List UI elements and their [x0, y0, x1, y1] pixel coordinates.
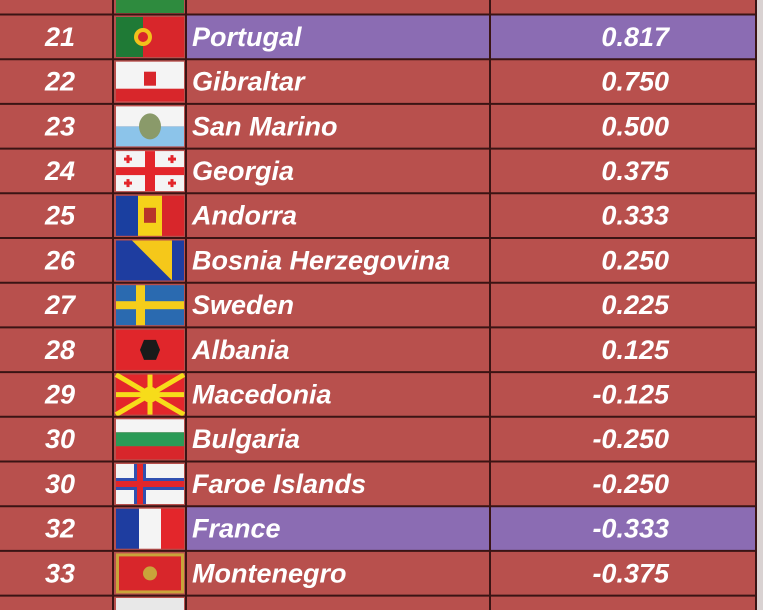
flag [116, 464, 184, 504]
score: 0.500 [601, 111, 669, 141]
table-row: 33 Montenegro -0.375 [45, 553, 670, 594]
country-name: Gibraltar [192, 67, 306, 97]
table-row: 29 Macedonia -0.125 [44, 372, 670, 417]
score: 0.250 [601, 245, 669, 275]
country-name: Georgia [192, 156, 294, 186]
flag [116, 106, 184, 147]
rank: 25 [44, 201, 76, 231]
row-highlight [186, 506, 756, 551]
score: -0.125 [592, 379, 670, 409]
country-name: Sweden [192, 290, 294, 320]
score: 0.333 [601, 201, 669, 231]
flag-part [116, 167, 184, 176]
flag-part [116, 88, 184, 102]
flag-part [116, 481, 184, 487]
rank: 33 [45, 558, 75, 588]
flag [116, 17, 184, 57]
table-row: 27 Sweden 0.225 [44, 285, 670, 326]
flag-part [170, 179, 174, 188]
right-margin [756, 0, 763, 610]
table-row: 24 Georgia 0.375 [44, 151, 670, 192]
flag [116, 240, 184, 281]
country-name: Faroe Islands [192, 469, 366, 499]
score: 0.750 [601, 67, 669, 97]
flag-part [143, 566, 157, 581]
flag-part [116, 432, 184, 447]
flag-part [116, 301, 184, 310]
table-row: 22 Gibraltar 0.750 [44, 61, 669, 102]
flag-part [116, 508, 139, 549]
country-name: Macedonia [192, 379, 332, 409]
flag [116, 329, 184, 370]
country-name: Montenegro [192, 558, 347, 588]
flag-partial [116, 0, 184, 13]
flag [116, 508, 184, 549]
rank: 21 [44, 22, 75, 52]
table-row: 28 Albania 0.125 [44, 329, 670, 370]
flag-part [140, 339, 160, 360]
country-name: San Marino [192, 111, 338, 141]
flag-part [126, 179, 130, 188]
flag-part [116, 419, 184, 433]
table-row: 32 France -0.333 [45, 506, 756, 551]
score: 0.125 [601, 335, 670, 365]
country-name: Portugal [192, 22, 302, 52]
flag-part [144, 207, 156, 223]
flag [116, 61, 184, 102]
flag [114, 372, 186, 417]
flag-part [162, 195, 184, 236]
rank: 22 [44, 67, 75, 97]
flag-part [116, 195, 138, 236]
flag [116, 285, 184, 326]
score: -0.250 [592, 469, 669, 499]
country-name: Albania [191, 335, 290, 365]
flag [116, 419, 184, 460]
flag-part [161, 508, 184, 549]
country-name: Andorra [191, 201, 297, 231]
rank: 30 [45, 469, 75, 499]
flag [116, 553, 184, 594]
row-highlight [186, 14, 756, 60]
flag-part [126, 155, 130, 164]
country-name: Bulgaria [192, 424, 300, 454]
rank: 32 [45, 514, 75, 544]
flag-part [132, 240, 172, 281]
flag [116, 195, 184, 236]
table-row: 25 Andorra 0.333 [44, 195, 669, 236]
table-row: 30 Faroe Islands -0.250 [45, 464, 669, 504]
flag-part [142, 386, 158, 403]
table-row: 23 San Marino 0.500 [44, 106, 669, 147]
flag [116, 151, 184, 192]
table-row: 26 Bosnia Herzegovina 0.250 [44, 240, 669, 281]
flag-partial [116, 598, 184, 610]
rank: 30 [45, 424, 75, 454]
flag-part [138, 32, 148, 42]
flag-part [116, 446, 184, 460]
rank: 27 [44, 290, 77, 320]
country-name: Bosnia Herzegovina [192, 245, 450, 275]
flag-part [139, 113, 161, 140]
rank: 23 [44, 111, 75, 141]
rank: 24 [44, 156, 75, 186]
rank: 29 [44, 379, 75, 409]
flag-part [170, 155, 174, 164]
score: -0.333 [592, 514, 669, 544]
score: 0.375 [601, 156, 670, 186]
table-row: 21 Portugal 0.817 [44, 14, 756, 60]
country-name: France [192, 514, 281, 544]
table-row: 30 Bulgaria -0.250 [45, 419, 669, 460]
score: 0.225 [601, 290, 670, 320]
score: -0.250 [592, 424, 669, 454]
flag-part [144, 71, 156, 86]
rank: 28 [44, 335, 75, 365]
score: -0.375 [592, 558, 670, 588]
rank: 26 [44, 245, 76, 275]
flag-part [139, 508, 161, 549]
score: 0.817 [601, 22, 671, 52]
